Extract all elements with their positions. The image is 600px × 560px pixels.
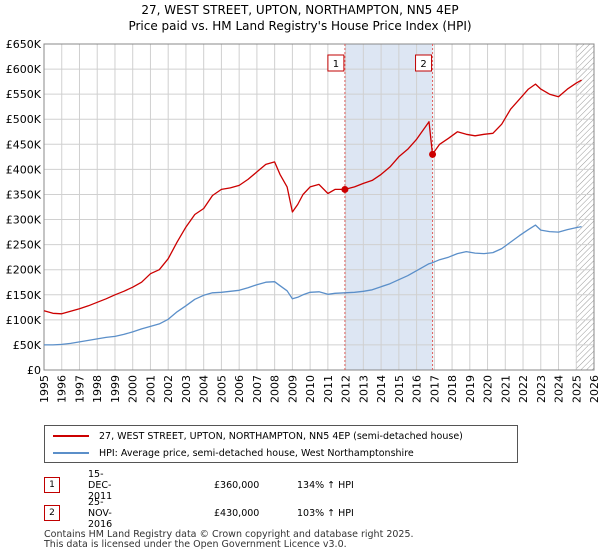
x-tick-label: 2003 bbox=[180, 375, 193, 403]
sale-point bbox=[429, 150, 437, 158]
x-tick-label: 2024 bbox=[553, 375, 566, 403]
x-tick-label: 2005 bbox=[215, 375, 228, 403]
legend: 27, WEST STREET, UPTON, NORTHAMPTON, NN5… bbox=[44, 425, 518, 463]
x-tick-label: 2004 bbox=[198, 375, 211, 403]
x-tick-label: 2017 bbox=[428, 375, 441, 403]
y-tick-label: £100K bbox=[6, 314, 42, 327]
y-tick-label: £250K bbox=[6, 239, 42, 252]
y-tick-label: £550K bbox=[6, 88, 42, 101]
transaction-price-1: £360,000 bbox=[214, 479, 260, 491]
x-tick-label: 2019 bbox=[464, 375, 477, 403]
y-tick-label: £600K bbox=[6, 63, 42, 76]
transaction-hpi-2: 103% ↑ HPI bbox=[297, 507, 354, 519]
legend-item-price: 27, WEST STREET, UPTON, NORTHAMPTON, NN5… bbox=[53, 428, 463, 444]
legend-price-label: 27, WEST STREET, UPTON, NORTHAMPTON, NN5… bbox=[99, 430, 463, 442]
transaction-date-1: 15-DEC-2011 bbox=[88, 468, 113, 502]
x-tick-label: 2014 bbox=[375, 375, 388, 403]
x-tick-label: 2023 bbox=[535, 375, 548, 403]
chart-title-line1: 27, WEST STREET, UPTON, NORTHAMPTON, NN5… bbox=[141, 3, 459, 17]
chart-title: 27, WEST STREET, UPTON, NORTHAMPTON, NN5… bbox=[0, 0, 600, 34]
x-tick-label: 2018 bbox=[446, 375, 459, 403]
y-tick-label: £400K bbox=[6, 163, 42, 176]
transaction-row-2: 2 25-NOV-2016 £430,000 103% ↑ HPI bbox=[44, 497, 354, 530]
footer-line2: This data is licensed under the Open Gov… bbox=[44, 539, 347, 550]
x-tick-label: 1995 bbox=[38, 375, 51, 403]
y-tick-label: £300K bbox=[6, 214, 42, 227]
sale-label-box bbox=[327, 54, 345, 72]
x-tick-label: 2001 bbox=[144, 375, 157, 403]
x-tick-label: 2011 bbox=[322, 375, 335, 403]
x-tick-label: 2025 bbox=[570, 375, 583, 403]
x-tick-label: 2016 bbox=[411, 375, 424, 403]
transaction-badge-2: 2 bbox=[44, 505, 60, 521]
forecast-hatch bbox=[576, 44, 594, 370]
x-tick-label: 2006 bbox=[233, 375, 246, 403]
transaction-hpi-1: 134% ↑ HPI bbox=[297, 479, 354, 491]
legend-hpi-swatch bbox=[53, 452, 89, 454]
y-tick-label: £500K bbox=[6, 113, 42, 126]
ownership-shade bbox=[344, 44, 433, 370]
x-tick-label: 2012 bbox=[340, 375, 353, 403]
footer: Contains HM Land Registry data © Crown c… bbox=[44, 530, 414, 550]
x-tick-label: 1999 bbox=[109, 375, 122, 403]
x-tick-label: 2002 bbox=[162, 375, 175, 403]
x-tick-label: 2015 bbox=[393, 375, 406, 403]
x-tick-label: 2000 bbox=[127, 375, 140, 403]
x-tick-label: 2013 bbox=[357, 375, 370, 403]
x-tick-label: 1997 bbox=[73, 375, 86, 403]
sale-point bbox=[341, 185, 349, 193]
transaction-row-1: 1 15-DEC-2011 £360,000 134% ↑ HPI bbox=[44, 469, 354, 502]
y-tick-label: £450K bbox=[6, 138, 42, 151]
price-chart: £0 £50K £100K £150K £200K £250K £300K £350K £400… bbox=[6, 38, 600, 403]
y-tick-label: £650K bbox=[6, 38, 42, 51]
transaction-date-2: 25-NOV-2016 bbox=[88, 496, 113, 530]
y-tick-label: £150K bbox=[6, 289, 42, 302]
sale-label-text: 2 bbox=[420, 59, 426, 70]
footer-line1: Contains HM Land Registry data © Crown c… bbox=[44, 529, 414, 540]
y-tick-label: £0 bbox=[27, 364, 41, 377]
y-tick-label: £350K bbox=[6, 188, 42, 201]
x-tick-label: 1996 bbox=[56, 375, 69, 403]
sale-label-box bbox=[415, 54, 433, 72]
legend-item-hpi: HPI: Average price, semi-detached house,… bbox=[53, 445, 414, 461]
x-tick-label: 2009 bbox=[286, 375, 299, 403]
x-tick-label: 2010 bbox=[304, 375, 317, 403]
x-tick-label: 2026 bbox=[588, 375, 600, 403]
plot-frame bbox=[43, 43, 595, 371]
hpi-line bbox=[44, 224, 582, 346]
legend-hpi-label: HPI: Average price, semi-detached house,… bbox=[99, 447, 414, 459]
x-tick-label: 2020 bbox=[482, 375, 495, 403]
transaction-price-2: £430,000 bbox=[214, 507, 260, 519]
sale-label-text: 1 bbox=[333, 59, 339, 70]
legend-price-swatch bbox=[53, 435, 89, 437]
transaction-badge-1: 1 bbox=[44, 477, 60, 493]
price-paid-line bbox=[43, 79, 582, 315]
x-tick-label: 1998 bbox=[91, 375, 104, 403]
y-tick-label: £50K bbox=[13, 339, 42, 352]
x-tick-label: 2008 bbox=[269, 375, 282, 403]
chart-title-line2: Price paid vs. HM Land Registry's House … bbox=[128, 19, 472, 33]
y-tick-label: £200K bbox=[6, 264, 42, 277]
x-tick-label: 2007 bbox=[251, 375, 264, 403]
x-tick-label: 2021 bbox=[499, 375, 512, 403]
x-tick-label: 2022 bbox=[517, 375, 530, 403]
